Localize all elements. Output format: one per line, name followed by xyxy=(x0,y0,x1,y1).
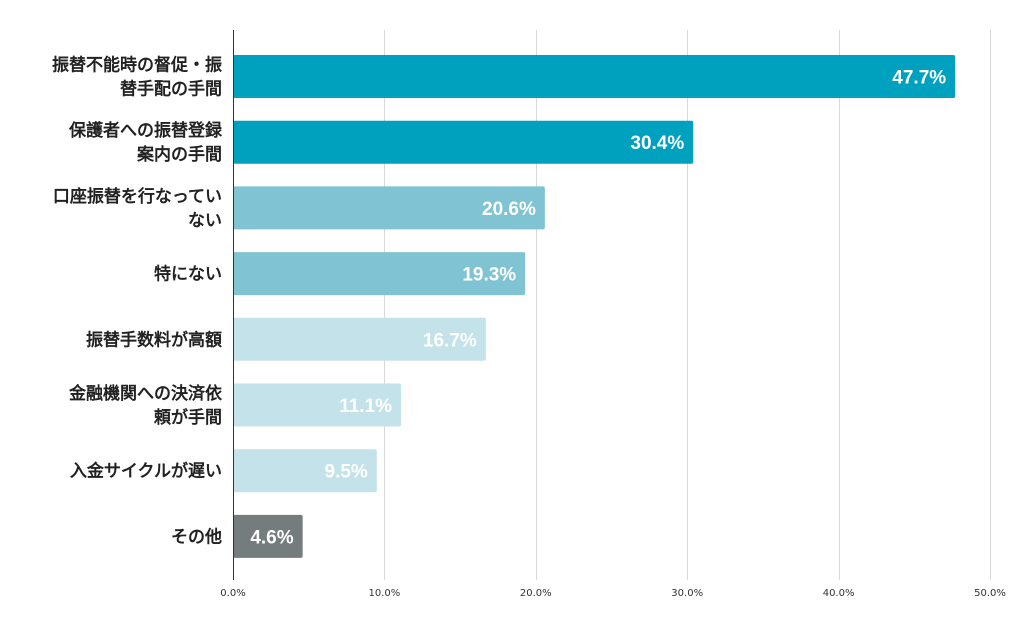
x-tick-label: 10.0% xyxy=(369,588,401,599)
grid-lines xyxy=(384,30,991,580)
value-label: 4.6% xyxy=(250,527,293,548)
category-label: 保護者への振替登録 xyxy=(68,120,223,141)
x-tick-label: 0.0% xyxy=(220,588,245,599)
bars xyxy=(233,55,956,558)
category-label: 頼が手間 xyxy=(154,407,222,428)
bar xyxy=(233,186,545,230)
category-label: その他 xyxy=(171,526,222,547)
value-label: 19.3% xyxy=(462,265,516,286)
category-label: ない xyxy=(188,211,222,231)
bar xyxy=(233,449,377,493)
value-label: 30.4% xyxy=(630,133,684,154)
value-label: 20.6% xyxy=(482,199,536,220)
x-tick-label: 50.0% xyxy=(974,588,1006,599)
bar xyxy=(233,317,486,361)
category-label: 振替手数料が高額 xyxy=(86,329,222,350)
category-label: 特にない xyxy=(154,264,222,285)
category-label: 入金サイクルが遅い xyxy=(70,461,222,482)
category-label: 金融機関への決済依 xyxy=(68,383,223,404)
value-labels: 47.7% 30.4% 20.6% 19.3% 16.7% 11.1% 9.5% 4.6% xyxy=(250,68,946,549)
category-label: 口座振替を行なってい xyxy=(53,186,222,207)
value-label: 47.7% xyxy=(892,68,946,89)
bar xyxy=(233,252,526,296)
category-label: 替手配の手間 xyxy=(120,79,222,100)
bar xyxy=(233,55,956,98)
x-tick-label: 30.0% xyxy=(671,588,703,599)
value-label: 9.5% xyxy=(325,462,368,483)
category-labels: 振替不能時の督促・振替手配の手間保護者への振替登録案内の手間口座振替を行なってい… xyxy=(52,55,223,548)
value-label: 11.1% xyxy=(339,396,392,417)
bar xyxy=(233,514,303,558)
x-tick-label: 40.0% xyxy=(823,588,855,599)
category-label: 振替不能時の督促・振 xyxy=(52,55,222,76)
bar xyxy=(233,120,694,164)
x-tick-label: 20.0% xyxy=(520,588,552,599)
value-label: 16.7% xyxy=(423,330,477,351)
category-label: 案内の手間 xyxy=(136,144,222,165)
x-tick-labels: 0.0% 10.0% 20.0% 30.0% 40.0% 50.0% xyxy=(220,588,1006,599)
bar xyxy=(233,383,402,427)
